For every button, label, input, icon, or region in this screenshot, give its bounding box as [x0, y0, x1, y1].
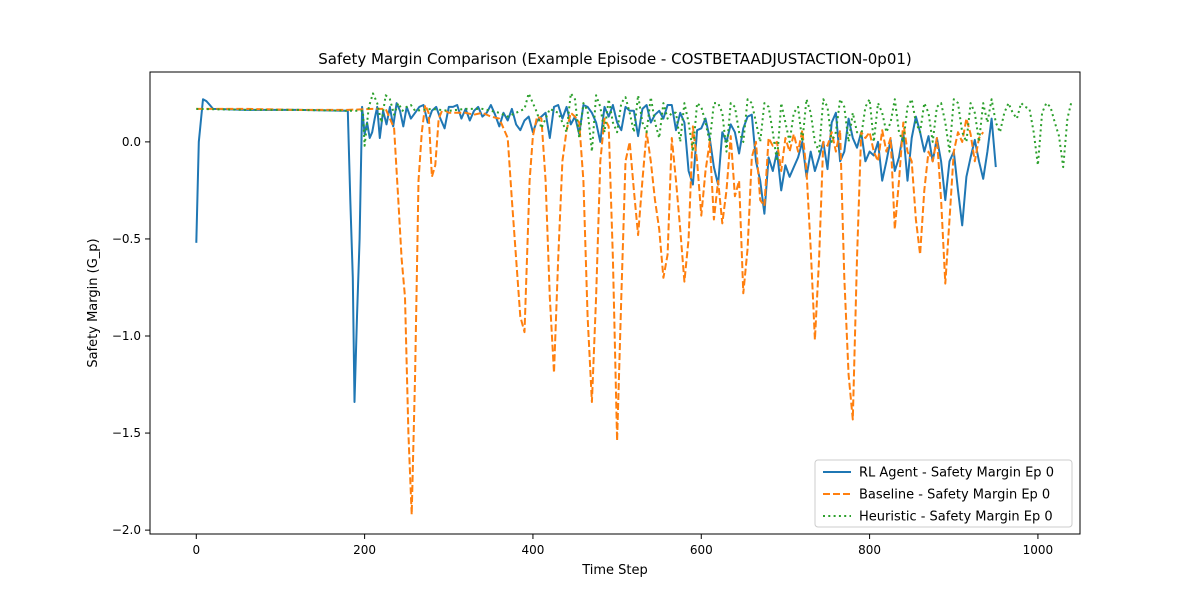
plot-series	[195, 92, 1073, 516]
legend-label-0: RL Agent - Safety Margin Ep 0	[859, 466, 1054, 481]
legend: RL Agent - Safety Margin Ep 0 Baseline - …	[814, 459, 1073, 528]
y-axis: −2.0 −1.5 −1.0 −0.5 0.0	[112, 135, 150, 537]
x-axis: 0 200 400 600 800 1000	[192, 534, 1053, 557]
x-tick-label: 1000	[1023, 543, 1054, 557]
legend-label-2: Heuristic - Safety Margin Ep 0	[859, 510, 1053, 525]
y-tick-label: −1.0	[112, 329, 141, 343]
legend-label-1: Baseline - Safety Margin Ep 0	[859, 488, 1050, 503]
y-tick-label: 0.0	[122, 135, 141, 149]
x-tick-label: 600	[690, 543, 713, 557]
chart-title: Safety Margin Comparison (Example Episod…	[318, 50, 912, 68]
series-line-1	[196, 104, 985, 516]
x-tick-label: 400	[521, 543, 544, 557]
y-tick-label: −0.5	[112, 232, 141, 246]
x-tick-label: 800	[858, 543, 881, 557]
series-line-0	[195, 98, 997, 403]
y-tick-label: −2.0	[112, 523, 141, 537]
y-tick-label: −1.5	[112, 426, 141, 440]
y-axis-label: Safety Margin (G_p)	[86, 238, 101, 367]
x-tick-label: 200	[353, 543, 376, 557]
x-tick-label: 0	[192, 543, 200, 557]
x-axis-label: Time Step	[581, 563, 648, 578]
plot-frame	[149, 71, 1081, 535]
series-line-2	[196, 92, 1073, 169]
legend-box	[814, 459, 1073, 528]
